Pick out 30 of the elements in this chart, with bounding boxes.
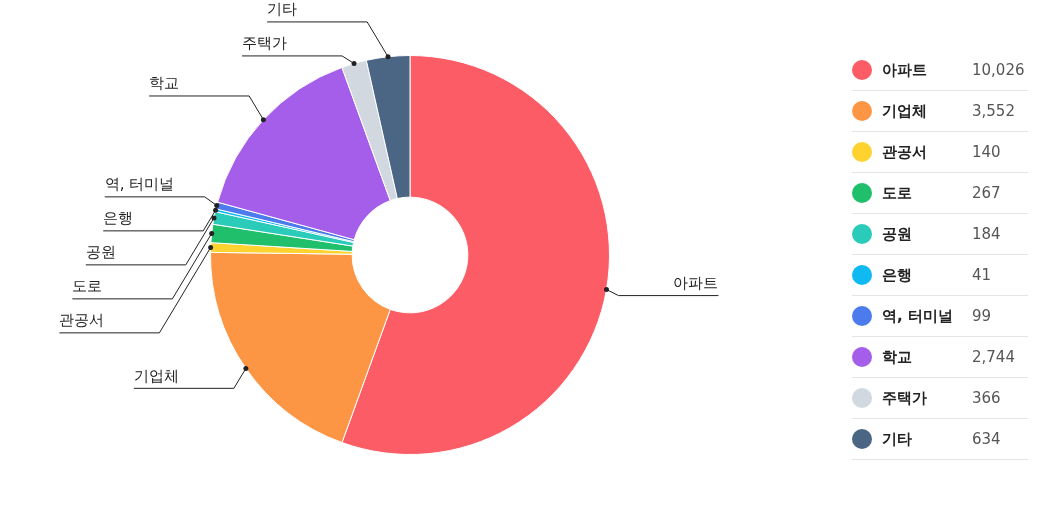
legend-label: 관공서 [882, 142, 928, 162]
legend-label: 기업체 [882, 101, 928, 121]
legend-label: 아파트 [882, 60, 928, 80]
legend-label: 기타 [882, 429, 913, 449]
legend-label: 은행 [882, 265, 913, 285]
data-label: 41 [972, 266, 992, 284]
slice-label: 은행 [103, 209, 134, 228]
slice-label: 기업체 [133, 366, 179, 385]
data-label: 267 [972, 184, 1001, 202]
slice-label: 관공서 [59, 311, 105, 330]
data-label: 366 [972, 389, 1001, 407]
slice-label: 기타 [267, 0, 298, 19]
data-label: 2,744 [972, 348, 1015, 366]
data-label: 10,026 [972, 61, 1025, 79]
legend-label: 역, 터미널 [882, 306, 954, 326]
data-label: 140 [972, 143, 1001, 161]
data-label: 634 [972, 430, 1001, 448]
slice-label: 주택가 [242, 34, 288, 53]
legend-label: 공원 [882, 224, 913, 244]
legend-label: 도로 [882, 183, 913, 203]
data-label: 3,552 [972, 102, 1015, 120]
slice-label: 역, 터미널 [104, 175, 175, 194]
slice-label: 공원 [85, 243, 116, 262]
legend-label: 학교 [882, 347, 913, 367]
legend-label: 주택가 [882, 388, 928, 408]
slice-label: 아파트 [673, 273, 719, 292]
slice-label: 도로 [72, 277, 103, 296]
slice-label: 학교 [149, 74, 180, 93]
data-label: 184 [972, 225, 1001, 243]
data-label: 99 [972, 307, 992, 325]
